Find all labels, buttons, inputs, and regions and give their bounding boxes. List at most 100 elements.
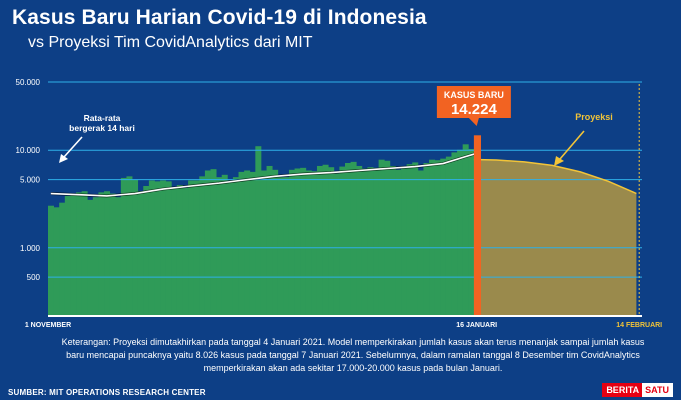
bar [165, 181, 172, 316]
bar [294, 168, 301, 316]
bar [429, 159, 436, 316]
bar [423, 162, 430, 316]
bar [406, 164, 413, 316]
bar [92, 197, 99, 316]
bar [401, 166, 408, 316]
y-tick-label: 1.000 [20, 244, 41, 253]
covid-chart: 500 1.000 5.000 10.000 50.000 KASUS BARU14.22… [16, 78, 663, 329]
bar [311, 171, 318, 316]
bar [255, 146, 262, 316]
bar [53, 207, 60, 316]
logo-part-berita: BERITA [602, 383, 643, 397]
bar [462, 144, 469, 316]
bar [288, 169, 295, 316]
projection-arrow-head [554, 156, 564, 166]
moving-average-label-line2: bergerak 14 hari [69, 123, 135, 133]
bar [412, 162, 419, 316]
bar [328, 167, 335, 316]
chart-subtitle: vs Proyeksi Tim CovidAnalytics dari MIT [28, 34, 313, 51]
highlight-value: 14.224 [451, 101, 498, 118]
bar [59, 202, 66, 316]
bar [373, 167, 380, 316]
bar [316, 165, 323, 316]
bar [199, 176, 206, 316]
bar [333, 173, 340, 316]
bar [232, 177, 239, 316]
bar [81, 191, 88, 316]
bar [345, 162, 352, 316]
moving-average-arrow-head [59, 154, 68, 163]
chart-caption: Keterangan: Proyeksi dimutakhirkan pada … [61, 337, 645, 373]
bar [339, 166, 346, 316]
bar [87, 199, 94, 316]
logo-part-satu: SATU [642, 383, 673, 397]
bar [249, 171, 256, 316]
bar [445, 156, 452, 316]
source-note: SUMBER: MIT OPERATIONS RESEARCH CENTER [8, 388, 206, 397]
bar [171, 186, 178, 316]
bar [350, 161, 357, 316]
bar [176, 185, 183, 316]
bar [98, 192, 105, 316]
beritasatu-logo: BERITA SATU [602, 383, 673, 397]
bar [389, 165, 396, 316]
bar [395, 169, 402, 316]
bar [120, 177, 127, 316]
projection-label: Proyeksi [575, 112, 613, 122]
y-tick-label: 5.000 [20, 176, 41, 185]
bar [48, 205, 55, 316]
bar [468, 148, 475, 316]
bar [126, 176, 133, 316]
highlight-bar [473, 135, 481, 316]
projection-line [473, 158, 637, 195]
x-tick-label: 14 FEBRUARI [616, 322, 662, 329]
bar [378, 159, 385, 316]
bar [137, 191, 144, 316]
bar [417, 170, 424, 316]
y-tick-label: 50.000 [16, 78, 41, 87]
bar [104, 191, 111, 316]
bar [305, 170, 312, 316]
bar [216, 177, 223, 316]
bar [277, 177, 284, 316]
bar [266, 165, 273, 316]
bar [440, 158, 447, 316]
bar [204, 170, 211, 316]
bar [238, 171, 245, 316]
bar [244, 170, 251, 316]
y-tick-label: 10.000 [16, 146, 41, 155]
bar [143, 185, 150, 316]
highlight-callout-box [436, 86, 511, 118]
bar [64, 195, 71, 316]
moving-average-line [50, 152, 477, 197]
highlight-label: KASUS BARU [444, 90, 504, 100]
bar [367, 167, 374, 316]
bar [451, 152, 458, 316]
bar [283, 177, 290, 316]
x-tick-label: 1 NOVEMBER [25, 322, 71, 329]
bar [70, 194, 77, 316]
bar [210, 169, 217, 316]
bar [384, 160, 391, 316]
bar [434, 160, 441, 316]
bar [221, 174, 228, 316]
projection-arrow-shaft [559, 130, 585, 160]
bar [322, 164, 329, 316]
y-tick-label: 500 [27, 273, 41, 282]
x-tick-label: 16 JANUARI [456, 322, 497, 329]
bar [182, 188, 189, 316]
moving-average-arrow-shaft [63, 136, 83, 158]
bar [76, 192, 83, 316]
bar [260, 170, 267, 316]
bar [272, 169, 279, 316]
bar [356, 165, 363, 316]
highlight-callout-pointer [468, 118, 479, 126]
bar [109, 193, 116, 316]
bar [300, 167, 307, 316]
bar [154, 181, 161, 316]
bar [115, 197, 122, 316]
chart-title: Kasus Baru Harian Covid-19 di Indonesia [12, 6, 427, 29]
bar [361, 168, 368, 316]
bar [457, 149, 464, 316]
moving-average-label-line1: Rata-rata [84, 113, 121, 123]
